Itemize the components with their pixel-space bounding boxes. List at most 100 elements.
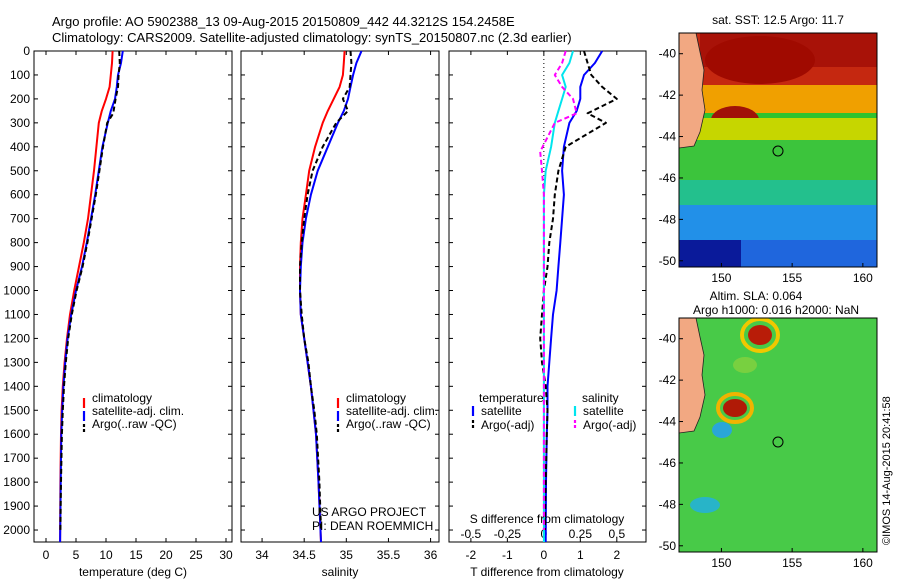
legend-title-temperature: temperature bbox=[479, 391, 544, 405]
map-x-tick-label: 150 bbox=[711, 556, 731, 570]
y-tick-label: 1700 bbox=[3, 451, 30, 465]
header-line1: Argo profile: AO 5902388_13 09-Aug-2015 … bbox=[52, 14, 515, 29]
legend-label-argo: Argo(..raw -QC) bbox=[92, 417, 177, 431]
series-line-argo-raw-qc-2 bbox=[59, 50, 121, 531]
series-line-satellite-adj-clim-1 bbox=[59, 50, 124, 543]
x-top-tick-label: -0.5 bbox=[461, 527, 482, 541]
y-tick-label: 1400 bbox=[3, 379, 30, 393]
salinity-axes-frame bbox=[240, 50, 440, 543]
sla-map-title-line2: Argo h1000: 0.016 h2000: NaN bbox=[693, 303, 859, 317]
legend-label-climatology: climatology bbox=[346, 391, 406, 405]
temperature-legend: climatology satellite-adj. clim. Argo(..… bbox=[82, 391, 184, 434]
legend-label-argo: Argo(..raw -QC) bbox=[346, 417, 431, 431]
x-tick-label: 1 bbox=[577, 548, 584, 562]
imos-stamp: ©IMOS 14-Aug-2015 20:41:58 bbox=[881, 396, 893, 545]
y-tick-label: 1200 bbox=[3, 331, 30, 345]
map-x-tick-label: 155 bbox=[782, 271, 802, 285]
sst-map-panel: sat. SST: 12.5 Argo: 11.7 150 155 160 -40 -4… bbox=[659, 13, 878, 285]
sla-map-image bbox=[679, 318, 877, 552]
map-x-tick-label: 155 bbox=[782, 556, 802, 570]
sla-map-frame bbox=[678, 317, 878, 553]
y-tick-label: 900 bbox=[10, 260, 30, 274]
map-y-tick-label: -42 bbox=[659, 373, 677, 387]
series-line-climatology-0 bbox=[59, 50, 114, 543]
salinity-panel: 34 34.5 35 35.5 36 salinity climatology sate… bbox=[240, 50, 440, 579]
legend-label-s-satellite: satellite bbox=[583, 404, 624, 418]
y-tick-label: 1300 bbox=[3, 355, 30, 369]
series-line-satellite-2 bbox=[542, 50, 574, 542]
difference-xlabel-top: S difference from climatology bbox=[470, 512, 625, 526]
map-y-tick-label: -40 bbox=[659, 332, 677, 346]
map-y-tick-label: -46 bbox=[659, 456, 677, 470]
map-x-tick-label: 160 bbox=[853, 271, 873, 285]
legend-label-t-argo: Argo(-adj) bbox=[481, 418, 534, 432]
map-y-tick-label: -50 bbox=[659, 539, 677, 553]
series-line-argo-adj-1 bbox=[539, 50, 618, 531]
map-y-tick-label: -48 bbox=[659, 497, 677, 511]
y-tick-label: 1500 bbox=[3, 403, 30, 417]
x-top-tick-label: 0.25 bbox=[569, 527, 593, 541]
x-tick-label: 30 bbox=[219, 548, 233, 562]
y-tick-label: 300 bbox=[10, 116, 30, 130]
x-tick-label: 2 bbox=[613, 548, 620, 562]
x-tick-label: 36 bbox=[424, 548, 438, 562]
x-tick-label: 5 bbox=[73, 548, 80, 562]
difference-legend: temperature salinity satellite Argo(-adj… bbox=[471, 391, 636, 432]
y-tick-label: 1100 bbox=[4, 307, 30, 321]
x-tick-label: -2 bbox=[466, 548, 477, 562]
y-tick-label: 1000 bbox=[3, 284, 30, 298]
sla-map-title-line1: Altim. SLA: 0.064 bbox=[710, 289, 803, 303]
map-y-tick-label: -44 bbox=[659, 130, 677, 144]
temperature-panel: 0 5 10 15 20 25 300100200300400500600700800900… bbox=[3, 44, 233, 579]
x-tick-label: 35.5 bbox=[377, 548, 401, 562]
series-line-satellite-adj-clim-1 bbox=[299, 50, 363, 543]
x-tick-label: 15 bbox=[129, 548, 143, 562]
sst-map-title: sat. SST: 12.5 Argo: 11.7 bbox=[712, 13, 844, 27]
y-tick-label: 700 bbox=[10, 212, 30, 226]
x-tick-label: 25 bbox=[189, 548, 203, 562]
legend-label-s-argo: Argo(-adj) bbox=[583, 418, 636, 432]
map-x-tick-label: 160 bbox=[853, 556, 873, 570]
map-y-tick-label: -42 bbox=[659, 88, 677, 102]
y-tick-label: 800 bbox=[10, 236, 30, 250]
series-line-argo-adj-3 bbox=[539, 50, 578, 530]
map-x-tick-label: 150 bbox=[711, 271, 731, 285]
y-tick-label: 2000 bbox=[3, 523, 30, 537]
map-y-tick-label: -50 bbox=[659, 254, 677, 268]
legend-label-satellite: satellite-adj. clim. bbox=[346, 404, 438, 418]
x-tick-label: 34.5 bbox=[293, 548, 317, 562]
y-tick-label: 1600 bbox=[3, 427, 30, 441]
y-tick-label: 600 bbox=[10, 188, 30, 202]
salinity-legend: climatology satellite-adj. clim. Argo(..… bbox=[336, 391, 438, 434]
x-tick-label: 10 bbox=[99, 548, 113, 562]
map-y-tick-label: -48 bbox=[659, 212, 677, 226]
header-line2: Climatology: CARS2009. Satellite-adjuste… bbox=[52, 30, 572, 45]
x-tick-label: -1 bbox=[502, 548, 513, 562]
y-tick-label: 1800 bbox=[3, 475, 30, 489]
y-tick-label: 100 bbox=[10, 68, 30, 82]
map-y-tick-label: -44 bbox=[659, 415, 677, 429]
map-y-tick-label: -46 bbox=[659, 171, 677, 185]
legend-title-salinity: salinity bbox=[582, 391, 619, 405]
project-line2: PI: DEAN ROEMMICH bbox=[312, 519, 433, 533]
difference-panel: -2 -1 0 1 2-0.5 -0.25 0 0.25 0.5 S difference fr… bbox=[448, 50, 647, 579]
x-tick-label: 0 bbox=[541, 548, 548, 562]
x-top-tick-label: 0.5 bbox=[608, 527, 625, 541]
sst-map-frame bbox=[678, 32, 878, 268]
y-tick-label: 400 bbox=[10, 140, 30, 154]
sst-map-image bbox=[679, 33, 877, 267]
series-line-argo-raw-qc-2 bbox=[299, 50, 353, 531]
legend-label-satellite: satellite-adj. clim. bbox=[92, 404, 184, 418]
y-tick-label: 1900 bbox=[3, 499, 30, 513]
difference-axes-frame bbox=[448, 50, 647, 543]
project-line1: US ARGO PROJECT bbox=[312, 505, 427, 519]
series-line-satellite-0 bbox=[544, 50, 604, 543]
x-top-tick-label: -0.25 bbox=[494, 527, 522, 541]
y-tick-label: 200 bbox=[10, 92, 30, 106]
salinity-xlabel: salinity bbox=[322, 565, 359, 579]
y-tick-label: 0 bbox=[23, 44, 30, 58]
x-tick-label: 35 bbox=[340, 548, 354, 562]
sla-map-panel: Altim. SLA: 0.064 Argo h1000: 0.016 h200… bbox=[659, 289, 878, 570]
map-y-tick-label: -40 bbox=[659, 47, 677, 61]
